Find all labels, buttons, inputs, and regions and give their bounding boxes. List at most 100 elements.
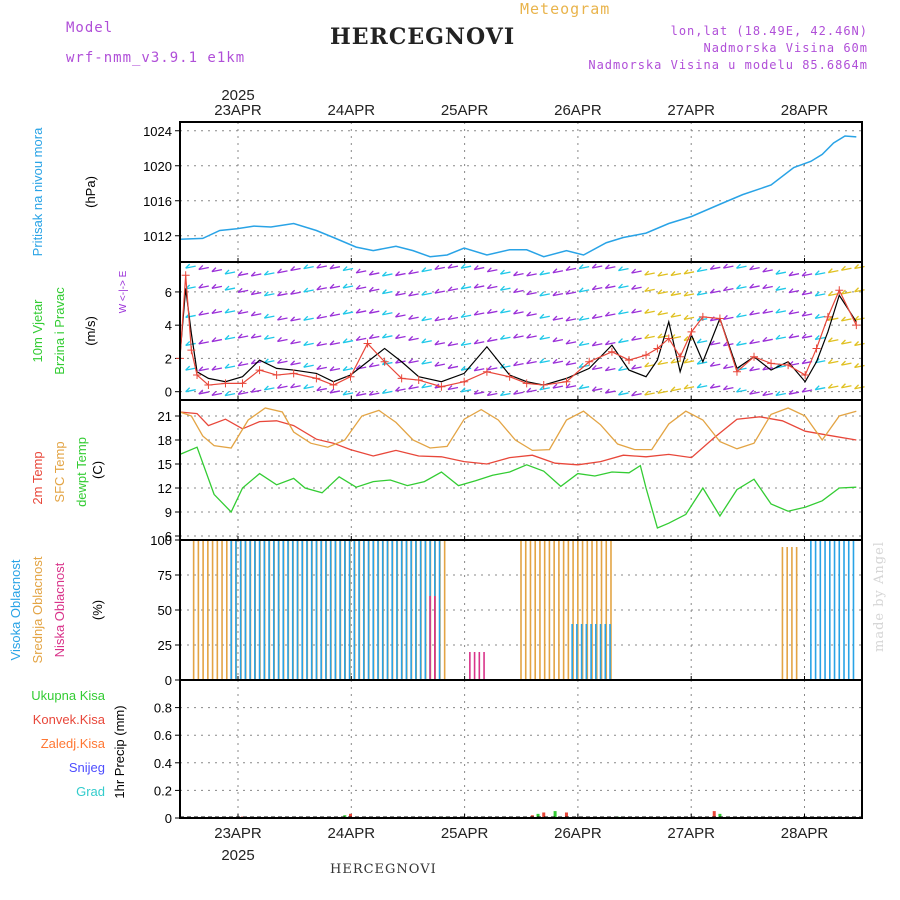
wind-arrow-head: [604, 388, 610, 394]
wind-arrow: [828, 269, 839, 274]
wind-arrow: [264, 360, 275, 364]
wind-arrow-head: [316, 386, 322, 392]
wind-arrow-head: [473, 389, 479, 395]
wind-arrow-head: [434, 340, 440, 346]
wind-arrow-head: [565, 316, 571, 322]
day-label-bottom: 23APR: [214, 825, 262, 842]
wind-arrow: [723, 288, 734, 292]
wind-arrow-head: [552, 291, 558, 297]
wind-arrow: [605, 368, 616, 372]
wind-arrow-head: [539, 385, 545, 391]
wind-arrow-head: [618, 266, 623, 272]
wind-arrow: [775, 310, 787, 314]
wind-arrow-head: [736, 284, 741, 290]
wind-arrow-head: [211, 365, 217, 371]
wind-arrow: [683, 386, 695, 390]
wind-arrow: [788, 391, 800, 395]
wind-arrow-head: [447, 363, 453, 369]
wind-arrow-head: [788, 288, 794, 294]
wind-arrow-head: [421, 267, 427, 273]
wind-arrow-head: [499, 269, 505, 275]
wind-arrow: [723, 387, 734, 391]
wind-arrow: [579, 386, 590, 390]
wind-arrow-head: [368, 270, 374, 276]
wind-arrow: [618, 367, 629, 372]
wind-arrow-head: [762, 391, 768, 396]
wind-arrow: [670, 314, 682, 318]
wind-arrow: [290, 341, 301, 345]
wind-arrow-head: [644, 286, 650, 292]
wind-arrow-head: [788, 333, 794, 339]
wind-arrow-head: [827, 383, 833, 389]
wind-arrow: [382, 312, 393, 316]
wind-arrow-head: [211, 390, 217, 396]
wind-arrow-head: [709, 361, 715, 367]
wind-arrow-head: [801, 271, 807, 277]
wind-arrow: [815, 360, 826, 364]
wind-arrow: [238, 391, 249, 396]
wind-arrow-head: [381, 289, 387, 295]
wind-arrow-head: [408, 269, 414, 275]
wind-arrow-head: [355, 335, 361, 341]
wind-arrow: [723, 316, 734, 321]
cloud-unit: (%): [90, 600, 105, 620]
wind-arrow-head: [486, 391, 492, 396]
precip-bar: [553, 811, 557, 818]
y-tick-label: 25: [158, 638, 172, 653]
wind-arrow: [434, 318, 446, 322]
wind-arrow-head: [814, 313, 820, 319]
wind-arrow: [224, 336, 236, 340]
wind-arrow: [736, 265, 747, 269]
wind-arrow-head: [552, 268, 558, 274]
y-tick-label: 0.4: [154, 756, 172, 771]
wind-arrow-head: [185, 340, 191, 346]
wind-arrow: [211, 269, 223, 273]
wind-arrow: [487, 392, 498, 397]
wind-arrow: [657, 335, 668, 339]
wind-arrow: [303, 364, 314, 368]
wind-arrow-head: [854, 363, 860, 368]
y-tick-label: 0: [165, 811, 172, 826]
wind-arrow-head: [473, 310, 479, 316]
wind-arrow: [526, 273, 537, 277]
wind-arrow: [841, 362, 852, 366]
wind-arrow-head: [290, 266, 296, 271]
wind-arrow: [356, 393, 367, 397]
precip-ylabel: 1hr Precip (mm): [112, 705, 127, 798]
wind-arrow: [211, 310, 223, 315]
wind-arrow-head: [618, 309, 623, 315]
wind-arrow-head: [395, 334, 400, 339]
wind-arrow: [513, 311, 524, 315]
wind-arrow: [723, 265, 734, 269]
wind-arrow: [460, 342, 472, 347]
wind-arrow-head: [355, 268, 361, 274]
gust-marker: [676, 352, 685, 361]
wind-arrow-head: [591, 285, 597, 291]
wind-arrow: [277, 270, 288, 274]
wind-arrow-head: [381, 271, 387, 277]
y-tick-label: 6: [165, 285, 172, 300]
wind-arrow-head: [421, 290, 427, 296]
wind-arrow: [526, 313, 537, 317]
wind-arrow-head: [762, 284, 768, 289]
wind-arrow-head: [303, 264, 309, 270]
wind-arrow: [788, 290, 800, 294]
wind-arrow: [474, 368, 485, 372]
wind-arrow: [316, 287, 327, 291]
wind-arrow-head: [722, 364, 728, 370]
wind-arrow: [290, 291, 301, 295]
wind-arrow-head: [329, 388, 335, 394]
wind-arrow: [841, 267, 852, 271]
wind-arrow: [198, 391, 209, 395]
wind-arrow: [342, 392, 354, 396]
wind-arrow-head: [408, 314, 414, 320]
model-elevation-label: Nadmorska Visina u modelu 85.6864m: [588, 58, 868, 72]
wind-arrow: [395, 272, 406, 277]
wind-arrow-head: [250, 359, 256, 365]
wind-arrow: [395, 335, 406, 340]
wind-arrow: [592, 287, 603, 291]
wind-arrow: [526, 292, 537, 296]
wind-arrow: [238, 289, 249, 294]
wind-arrow: [198, 368, 209, 372]
wind-arrow: [277, 317, 288, 321]
